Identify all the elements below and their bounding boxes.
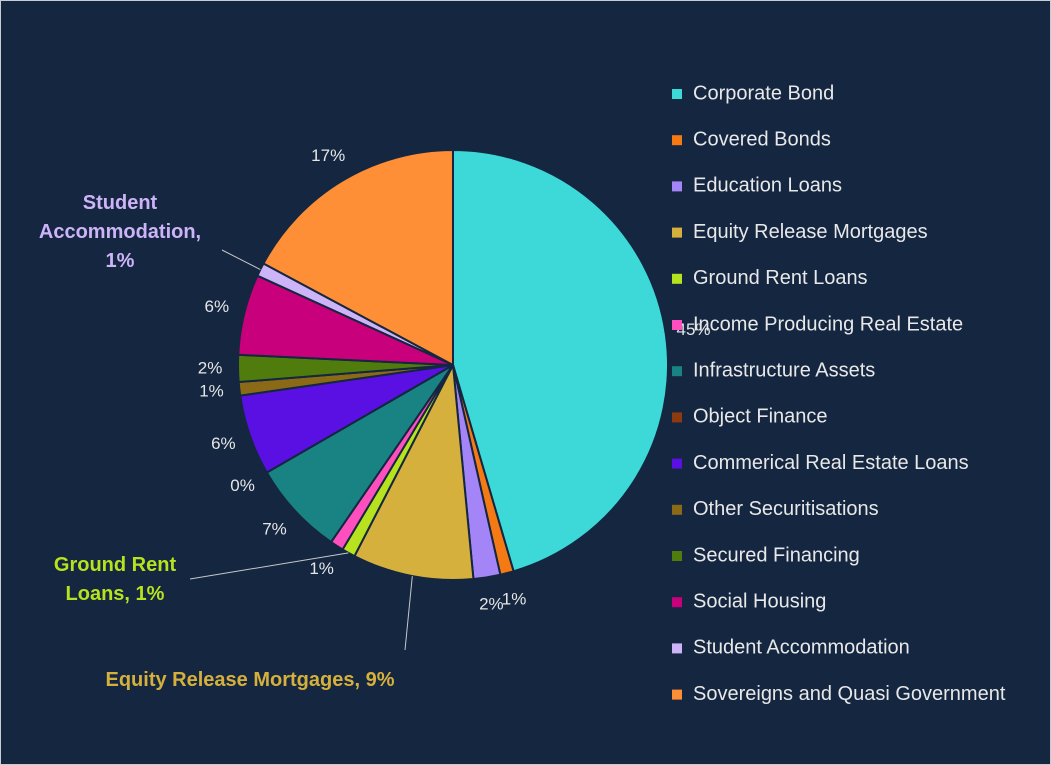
legend-swatch <box>672 89 682 99</box>
legend-label: Student Accommodation <box>693 637 910 659</box>
legend-label: Infrastructure Assets <box>693 359 875 381</box>
legend-swatch <box>672 135 682 146</box>
data-label: 1% <box>309 559 334 578</box>
data-label: 17% <box>311 146 345 165</box>
callout-label: Student Accommodation, 1% <box>38 191 202 272</box>
legend-swatch <box>672 273 682 284</box>
callout-label: Ground Rent Loans, 1% <box>53 554 177 605</box>
legend-swatch <box>672 320 682 330</box>
legend-label: Sovereigns and Quasi Government <box>693 683 1006 705</box>
legend-swatch <box>672 412 682 423</box>
legend-label: Secured Financing <box>693 544 860 566</box>
data-label: 7% <box>262 519 287 538</box>
data-label: 0% <box>230 476 255 495</box>
leader-line <box>189 552 349 580</box>
legend-label: Object Finance <box>693 406 828 428</box>
data-label: 1% <box>502 590 527 609</box>
leader-line <box>221 249 261 270</box>
legend-label: Other Securitisations <box>693 498 879 520</box>
legend-swatch <box>672 643 682 654</box>
legend-swatch <box>672 504 682 515</box>
legend-label: Income Producing Real Estate <box>693 313 963 335</box>
legend-label: Social Housing <box>693 590 826 612</box>
legend-swatch <box>672 597 682 608</box>
legend-swatch <box>672 551 682 561</box>
data-label: 2% <box>479 594 504 613</box>
data-label: 6% <box>211 434 236 453</box>
legend-swatch <box>672 689 682 700</box>
pie-slice <box>262 148 454 367</box>
legend-label: Ground Rent Loans <box>693 267 868 289</box>
pie-slice <box>452 148 669 573</box>
legend-swatch <box>672 227 682 238</box>
data-label: 1% <box>199 381 224 400</box>
data-label: 45% <box>677 320 711 339</box>
data-label: 6% <box>205 297 230 316</box>
legend-swatch <box>672 366 682 377</box>
legend-label: Corporate Bond <box>693 82 834 104</box>
leader-line <box>404 576 413 651</box>
legend-label: Equity Release Mortgages <box>693 221 928 243</box>
pie-slice <box>353 361 475 581</box>
callout-label: Equity Release Mortgages, 9% <box>105 668 395 691</box>
data-label: 2% <box>198 358 223 377</box>
legend-label: Education Loans <box>693 175 842 197</box>
legend-label: Covered Bonds <box>693 128 831 150</box>
legend-swatch <box>672 458 682 469</box>
legend-swatch <box>672 181 682 192</box>
legend-label: Commerical Real Estate Loans <box>693 452 969 474</box>
